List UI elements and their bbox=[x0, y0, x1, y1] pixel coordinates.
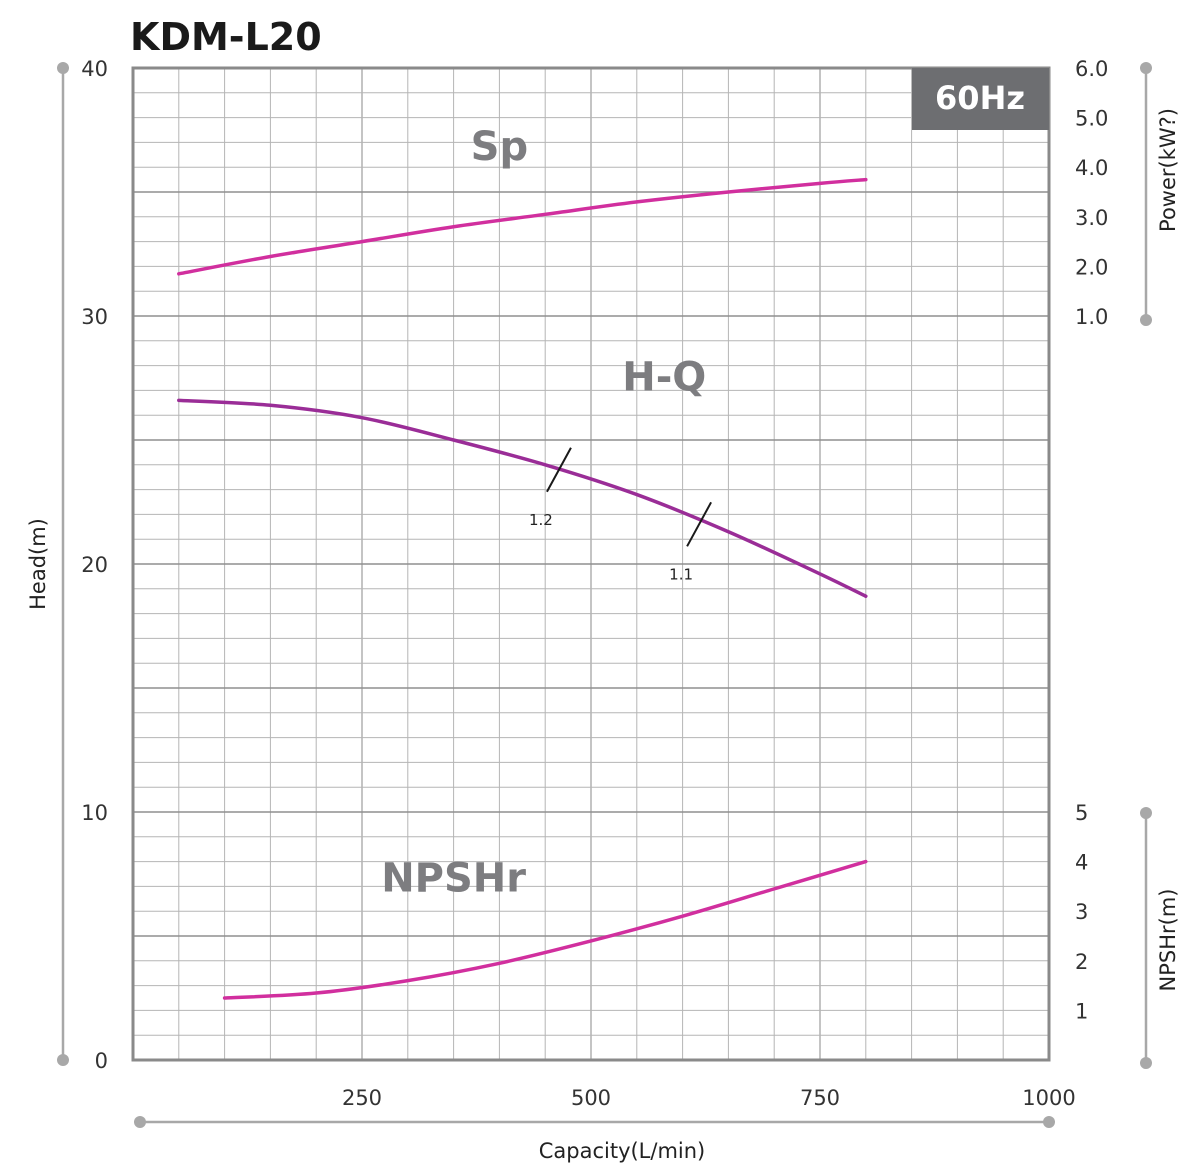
npshr-tick-label: 2 bbox=[1075, 950, 1088, 974]
efficiency-mark bbox=[546, 447, 572, 493]
npshr-axis-bar-end bbox=[1140, 1057, 1152, 1069]
power-axis-bar-end bbox=[1140, 314, 1152, 326]
x-tick-label: 750 bbox=[800, 1086, 840, 1110]
y-tick-label: 0 bbox=[95, 1049, 108, 1073]
efficiency-mark-label: 1.2 bbox=[529, 511, 553, 529]
y-axis-title: Head(m) bbox=[26, 518, 50, 610]
npshr-tick-label: 5 bbox=[1075, 801, 1088, 825]
frequency-badge: 60Hz bbox=[912, 68, 1049, 130]
power-tick-label: 5.0 bbox=[1075, 107, 1108, 131]
grid-layer bbox=[133, 68, 1049, 1060]
curves bbox=[177, 177, 868, 1000]
head-axis-bar-end bbox=[57, 62, 69, 74]
tick-labels: 250 500 750 1000 0 10 20 30 40 1.0 2.0 3.0 4.0 5.0 6.0… bbox=[81, 57, 1108, 1110]
npshr-axis-title: NPSHr(m) bbox=[1156, 889, 1180, 992]
y-tick-label: 40 bbox=[81, 57, 108, 81]
series-line-sp bbox=[177, 177, 868, 276]
efficiency-mark-label: 1.1 bbox=[669, 565, 693, 583]
power-tick-label: 1.0 bbox=[1075, 305, 1108, 329]
npshr-tick-label: 1 bbox=[1075, 999, 1088, 1023]
axis-decorations bbox=[57, 62, 1152, 1128]
power-tick-label: 4.0 bbox=[1075, 156, 1108, 180]
power-axis-title: Power(kW?) bbox=[1156, 108, 1180, 232]
series-line-npshr bbox=[222, 859, 868, 1000]
head-axis-bar-end bbox=[57, 1054, 69, 1066]
series-line-h-q bbox=[177, 398, 868, 598]
x-tick-label: 1000 bbox=[1022, 1086, 1075, 1110]
curve-label-h-q: H-Q bbox=[622, 354, 706, 400]
curve-label-npshr: NPSHr bbox=[381, 855, 526, 901]
frequency-badge-text: 60Hz bbox=[935, 79, 1025, 117]
plot-frame bbox=[131, 66, 1051, 1062]
y-tick-label: 30 bbox=[81, 305, 108, 329]
npshr-tick-label: 4 bbox=[1075, 851, 1088, 875]
x-tick-label: 250 bbox=[342, 1086, 382, 1110]
x-axis-title: Capacity(L/min) bbox=[539, 1139, 706, 1163]
y-tick-label: 10 bbox=[81, 801, 108, 825]
x-tick-label: 500 bbox=[571, 1086, 611, 1110]
frequency-badge-box bbox=[912, 68, 1049, 130]
y-tick-label: 20 bbox=[81, 553, 108, 577]
power-tick-label: 2.0 bbox=[1075, 255, 1108, 279]
curve-labels: 1.2 1.1 H-Q Sp NPSHr bbox=[381, 124, 706, 902]
power-tick-label: 6.0 bbox=[1075, 57, 1108, 81]
capacity-axis-bar-end bbox=[1043, 1116, 1055, 1128]
capacity-axis-bar-end bbox=[134, 1116, 146, 1128]
efficiency-mark bbox=[686, 501, 712, 547]
power-tick-label: 3.0 bbox=[1075, 206, 1108, 230]
curve-label-sp: Sp bbox=[471, 124, 528, 170]
npshr-axis-bar-end bbox=[1140, 807, 1152, 819]
npshr-tick-label: 3 bbox=[1075, 900, 1088, 924]
power-axis-bar-end bbox=[1140, 62, 1152, 74]
chart-title: KDM-L20 bbox=[130, 15, 322, 59]
